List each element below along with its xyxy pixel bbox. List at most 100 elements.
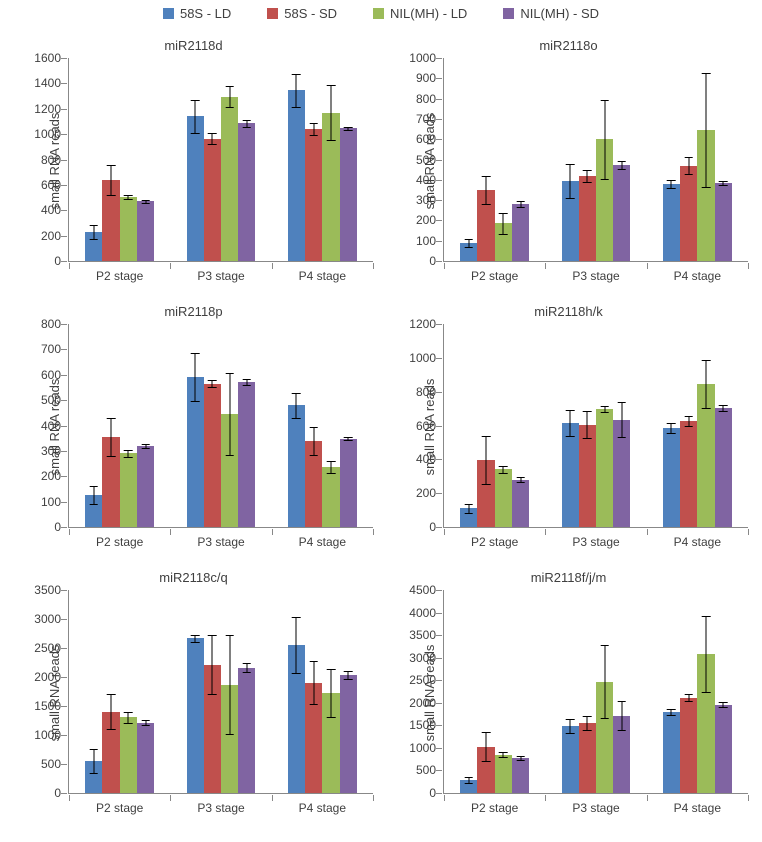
error-bar-cap [292, 107, 301, 108]
error-bar-cap [719, 405, 728, 406]
error-bar-cap [465, 504, 474, 505]
error-bar [229, 635, 230, 734]
y-tick [61, 502, 67, 503]
bar [288, 405, 305, 527]
error-bar [330, 669, 331, 717]
y-axis-label: small RNA reads [47, 645, 62, 742]
error-bar-cap [702, 692, 711, 693]
error-bar [93, 225, 94, 239]
y-tick [436, 241, 442, 242]
error-bar-cap [90, 749, 99, 750]
x-tick [444, 529, 445, 535]
y-tick [436, 200, 442, 201]
x-category-label: P2 stage [96, 801, 143, 815]
x-category-label: P4 stage [674, 269, 721, 283]
bar [137, 723, 154, 793]
y-tick-label: 300 [416, 193, 436, 207]
y-tick-label: 600 [416, 419, 436, 433]
bar [120, 717, 137, 793]
error-bar-cap [191, 642, 200, 643]
bar [204, 384, 221, 527]
y-tick [61, 83, 67, 84]
error-bar [313, 661, 314, 704]
y-tick-label: 0 [429, 254, 436, 268]
error-bar-cap [344, 127, 353, 128]
y-tick-label: 1500 [409, 718, 436, 732]
bar [562, 726, 579, 793]
legend-item: NIL(MH) - LD [373, 6, 467, 21]
y-tick [61, 375, 67, 376]
figure-root: 58S - LD58S - SDNIL(MH) - LDNIL(MH) - SD… [0, 0, 762, 842]
bar [562, 423, 579, 527]
error-bar [111, 418, 112, 456]
error-bar-cap [292, 74, 301, 75]
legend-swatch [373, 8, 384, 19]
error-bar-cap [309, 455, 318, 456]
error-bar-cap [719, 181, 728, 182]
y-tick-label: 700 [416, 112, 436, 126]
error-bar-cap [583, 170, 592, 171]
y-tick [61, 590, 67, 591]
error-bar-cap [566, 164, 575, 165]
error-bar-cap [482, 761, 491, 762]
plot-area: 01002003004005006007008009001000P2 stage… [443, 58, 748, 262]
x-category-label: P4 stage [674, 801, 721, 815]
y-tick [436, 459, 442, 460]
chart-title: miR2118o [385, 38, 752, 53]
y-tick [436, 527, 442, 528]
y-tick-label: 800 [41, 317, 61, 331]
y-tick-label: 400 [41, 203, 61, 217]
error-bar-cap [243, 663, 252, 664]
bar [305, 129, 322, 261]
y-tick-label: 1000 [409, 741, 436, 755]
error-bar [330, 85, 331, 140]
error-bar-cap [141, 448, 150, 449]
bar [715, 183, 732, 261]
y-tick [436, 119, 442, 120]
bar [715, 408, 732, 527]
error-bar-cap [292, 393, 301, 394]
x-tick [272, 795, 273, 801]
error-bar-cap [465, 239, 474, 240]
legend-swatch [163, 8, 174, 19]
error-bar [705, 360, 706, 407]
error-bar [570, 719, 571, 733]
error-bar [195, 100, 196, 133]
plot-area: 020040060080010001200P2 stageP3 stageP4 … [443, 324, 748, 528]
error-bar-cap [566, 436, 575, 437]
error-bar-cap [684, 174, 693, 175]
y-tick [61, 764, 67, 765]
y-tick-label: 3500 [34, 583, 61, 597]
error-bar-cap [465, 513, 474, 514]
y-tick-label: 800 [41, 153, 61, 167]
error-bar-cap [141, 444, 150, 445]
error-bar [503, 466, 504, 473]
x-tick [170, 263, 171, 269]
plot-area: 0500100015002000250030003500P2 stageP3 s… [68, 590, 373, 794]
error-bar-cap [667, 180, 676, 181]
error-bar-cap [225, 107, 234, 108]
y-tick-label: 2500 [409, 673, 436, 687]
y-tick [61, 476, 67, 477]
error-bar-cap [684, 157, 693, 158]
bar [663, 428, 680, 527]
error-bar [688, 694, 689, 701]
error-bar-cap [344, 671, 353, 672]
y-tick [61, 527, 67, 528]
bar [715, 705, 732, 793]
error-bar [486, 732, 487, 761]
x-tick [69, 795, 70, 801]
legend-swatch [267, 8, 278, 19]
bar [120, 453, 137, 527]
error-bar-cap [499, 213, 508, 214]
bar [512, 204, 529, 261]
error-bar-cap [208, 144, 217, 145]
error-bar [330, 461, 331, 474]
error-bar-cap [107, 418, 116, 419]
y-tick [61, 210, 67, 211]
y-tick-label: 400 [41, 419, 61, 433]
x-tick [444, 263, 445, 269]
legend: 58S - LD58S - SDNIL(MH) - LDNIL(MH) - SD [0, 6, 762, 21]
x-tick [373, 263, 374, 269]
x-tick [69, 529, 70, 535]
